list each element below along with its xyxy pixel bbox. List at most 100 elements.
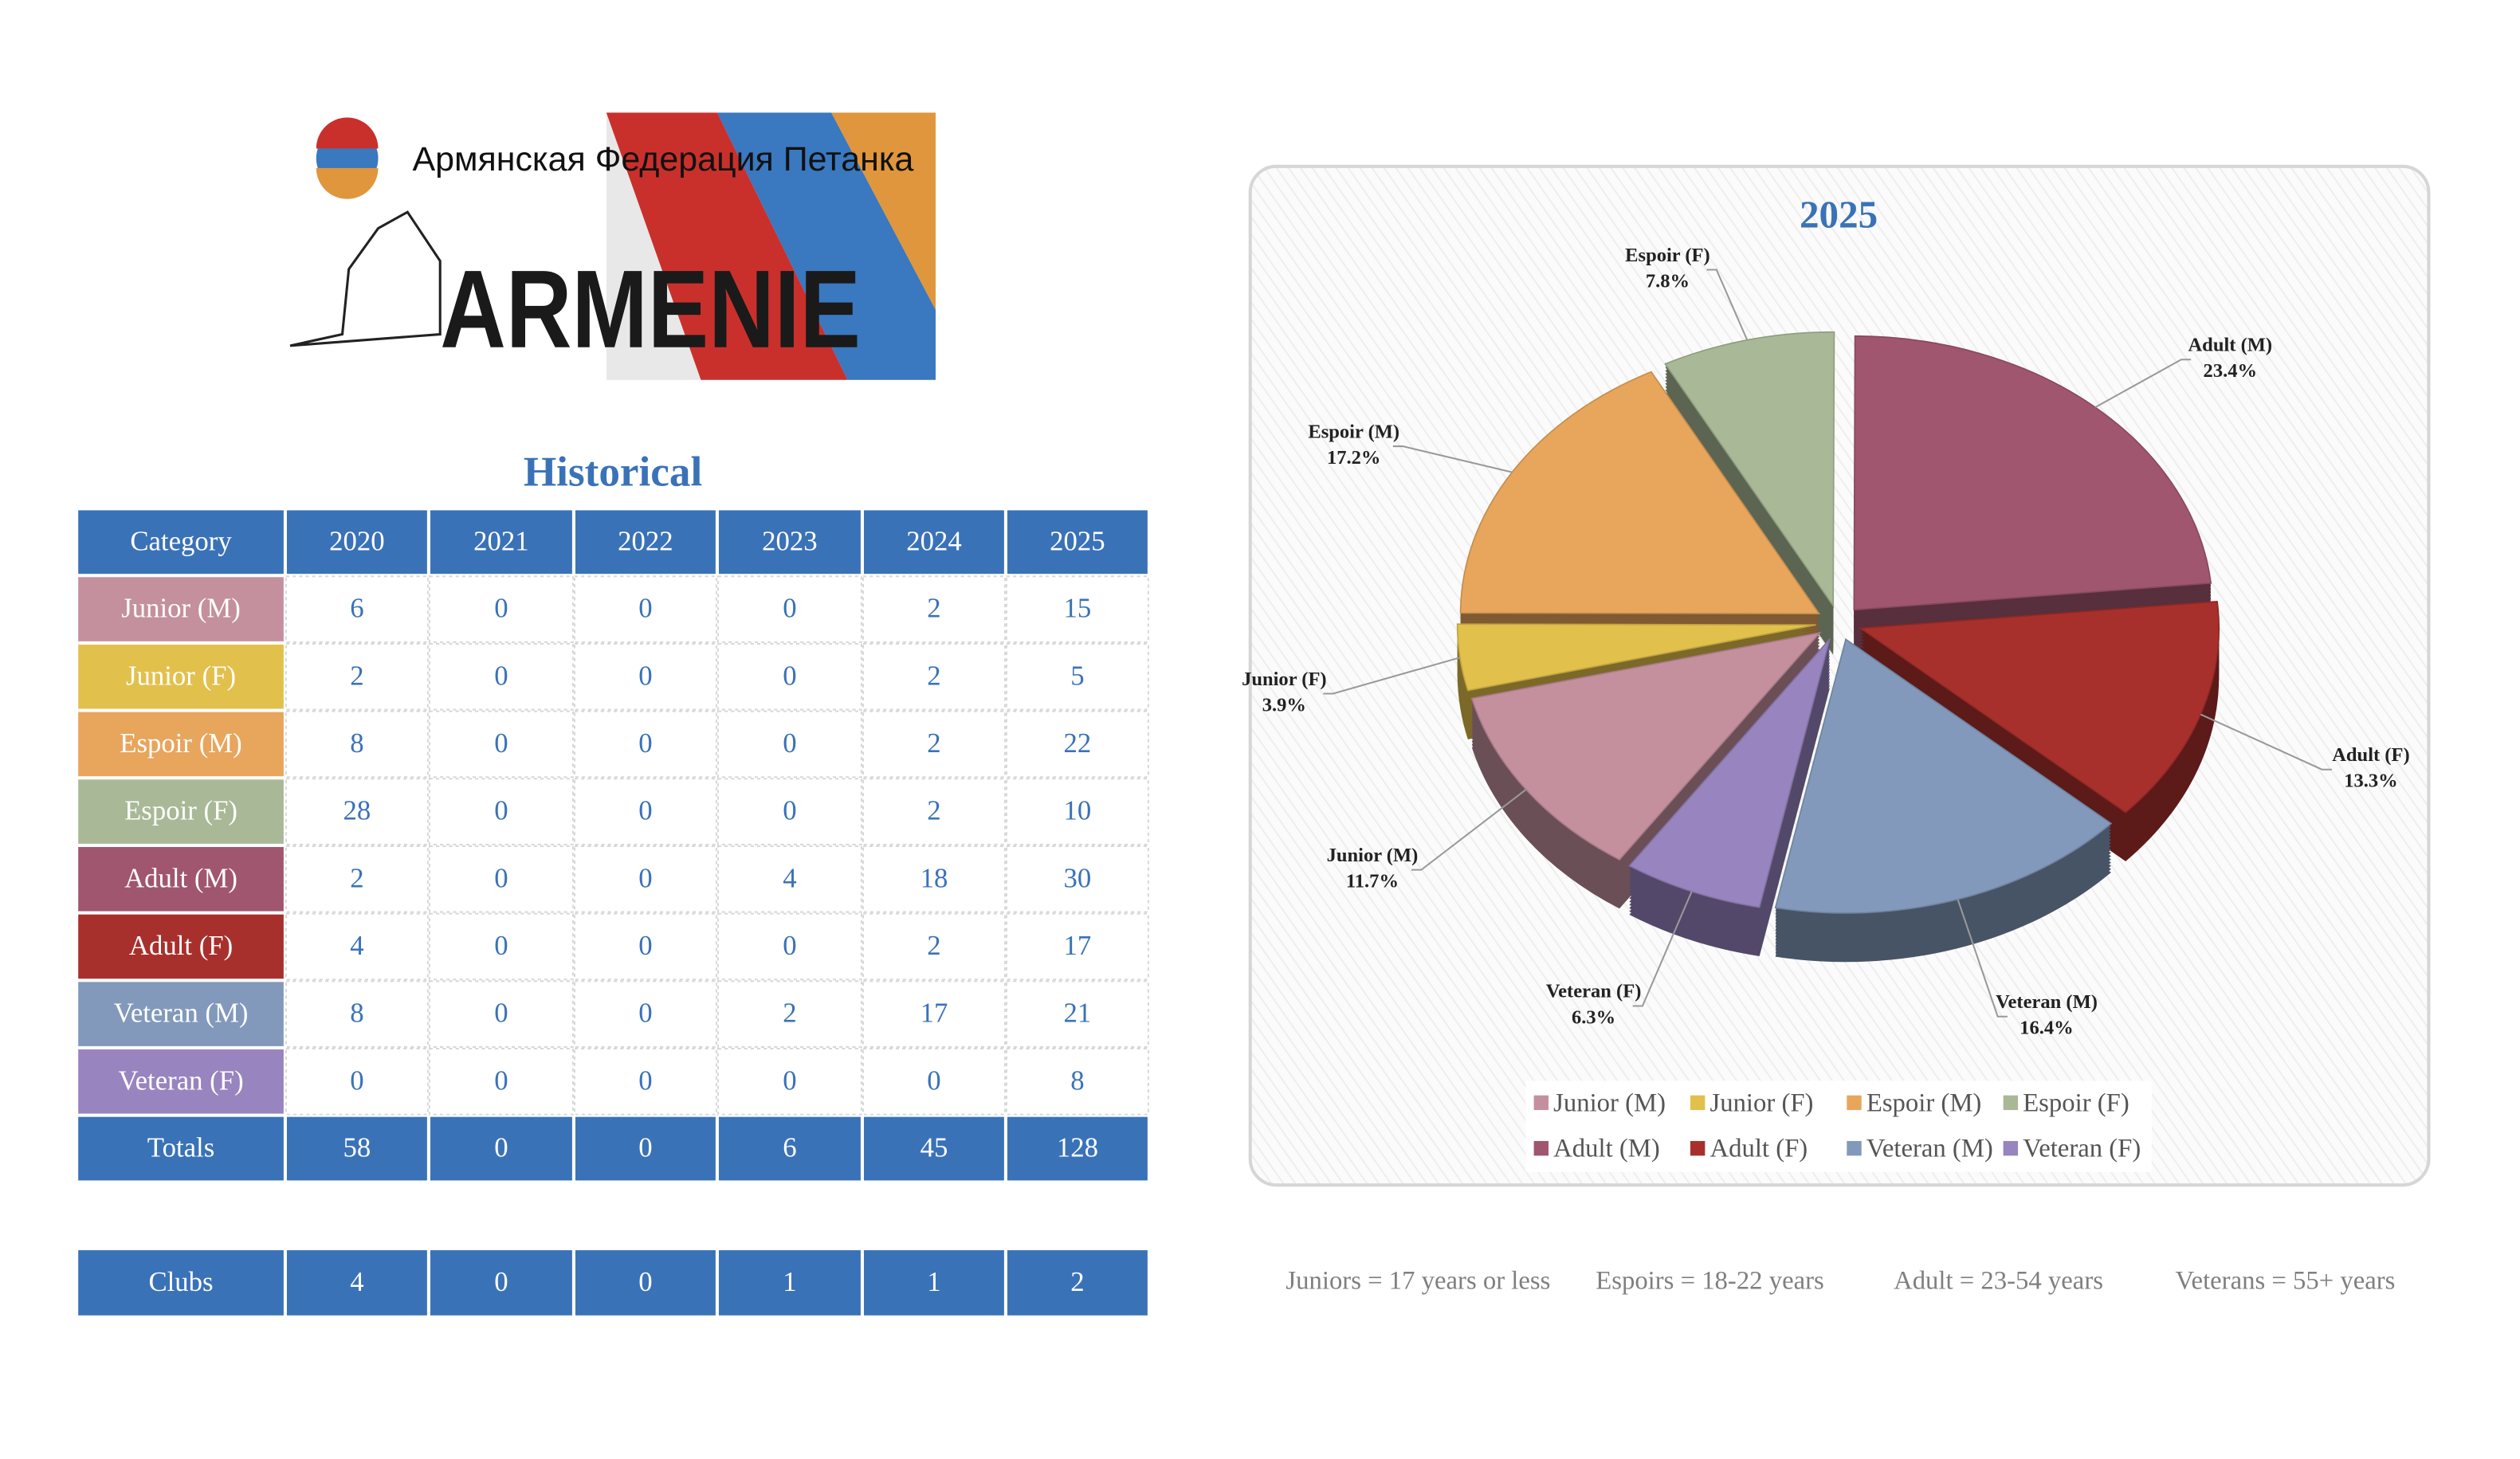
table-text: 2 (1070, 1266, 1084, 1297)
leader-line (2094, 359, 2192, 409)
table-cell (428, 508, 574, 576)
table-text: 0 (638, 930, 652, 961)
table-text: 2025 (1050, 525, 1105, 556)
table-cell (573, 912, 717, 981)
slice (1470, 631, 1822, 861)
slice-value: 7.8% (1646, 271, 1690, 292)
leader-line (1323, 657, 1461, 695)
table-text: 0 (350, 1065, 363, 1096)
table-cell (285, 508, 429, 576)
table-text: 8 (350, 998, 363, 1029)
table-text: 8 (1070, 1065, 1084, 1096)
table-cell (573, 575, 717, 643)
table-text: 0 (494, 1065, 508, 1096)
table-cell (573, 845, 717, 913)
table-text: 0 (494, 728, 508, 759)
table-text: 1 (783, 1266, 796, 1297)
table-cell (285, 1248, 429, 1317)
table-text: 0 (638, 1132, 652, 1163)
table-text: 0 (638, 862, 652, 893)
table-text: 2 (927, 660, 940, 691)
ball-red (316, 117, 379, 149)
slice (1456, 623, 1816, 692)
table-cell (573, 710, 717, 779)
table-cell (862, 508, 1006, 576)
table-text: 0 (638, 660, 652, 691)
table-text: 2 (927, 930, 940, 961)
table-cell (716, 912, 862, 981)
table-cell (573, 1115, 717, 1182)
note: Veterans = 55+ years (2176, 1266, 2396, 1295)
table-cell (428, 1115, 574, 1182)
table-cell (77, 1248, 285, 1317)
table-text: 0 (494, 1266, 508, 1297)
table-cell (862, 980, 1006, 1048)
table-cell (428, 912, 574, 981)
table-cell (285, 1115, 429, 1182)
table-cell (573, 508, 717, 576)
table-cell (77, 1115, 285, 1182)
table-cell (1005, 912, 1149, 981)
table-text: 0 (494, 795, 508, 826)
table-cell (1005, 508, 1149, 576)
table-text: 21 (1064, 998, 1092, 1029)
table-text: 2022 (618, 525, 673, 556)
table-text: 0 (494, 862, 508, 893)
table-cell (716, 1047, 862, 1116)
table-text: Totals (147, 1132, 214, 1163)
slice-label: Adult (M) (2188, 334, 2272, 355)
slice-value: 3.9% (1262, 694, 1306, 716)
table-cell (862, 778, 1006, 845)
table-cell (77, 912, 285, 981)
slice (1628, 638, 1831, 908)
table-cell (77, 778, 285, 845)
legend-swatch (1847, 1140, 1862, 1156)
legend-swatch (1533, 1095, 1549, 1111)
table-cell (573, 1047, 717, 1116)
table-text: 128 (1057, 1132, 1098, 1163)
table-text: 2 (783, 998, 796, 1029)
table-cell (862, 575, 1006, 643)
table-cell (285, 575, 429, 643)
flag-blue (716, 112, 936, 380)
table-text: Espoir (F) (124, 795, 237, 826)
table-cell (1005, 1047, 1149, 1116)
table-text: 2021 (473, 525, 529, 556)
legend-swatch (2003, 1140, 2019, 1156)
table-text: Junior (F) (126, 660, 236, 691)
table-cell (428, 980, 574, 1048)
note: Juniors = 17 years or less (1286, 1266, 1550, 1295)
leader-line (1632, 891, 1693, 1007)
table-text: 0 (638, 998, 652, 1029)
legend-label: Junior (F) (1709, 1088, 1813, 1117)
table-text: Clubs (148, 1266, 213, 1297)
table-cell (285, 710, 429, 779)
table-text: 0 (783, 930, 796, 961)
table-cell (862, 1047, 1006, 1116)
leader-line (1957, 899, 2008, 1018)
slice-value: 17.2% (1327, 447, 1380, 469)
table-cell (285, 845, 429, 913)
table-cell (862, 710, 1006, 779)
table-text: 2 (927, 795, 940, 826)
legend-swatch (1847, 1095, 1862, 1111)
table-text: Espoir (M) (120, 728, 241, 759)
slice-label: Espoir (F) (1625, 245, 1710, 266)
legend-bg (1525, 1081, 2152, 1172)
slice-label: Veteran (M) (1996, 991, 2098, 1013)
table-text: 4 (350, 1266, 363, 1297)
leader-line (2200, 713, 2332, 771)
table-cell (285, 1047, 429, 1116)
table-text: 17 (920, 998, 948, 1029)
table-cell (1005, 642, 1149, 711)
pie: Junior (M) 11.7% Junior (F) 3.9% Espoir (M) 1… (1242, 245, 2410, 1172)
table-cell (428, 845, 574, 913)
table-text: 2020 (329, 525, 385, 556)
table-cell (285, 778, 429, 845)
table-cell (716, 710, 862, 779)
table-text: 0 (638, 795, 652, 826)
slice-label: Junior (M) (1327, 845, 1419, 866)
table-cell (1005, 710, 1149, 779)
table-text: 0 (783, 660, 796, 691)
table-cell (716, 778, 862, 845)
